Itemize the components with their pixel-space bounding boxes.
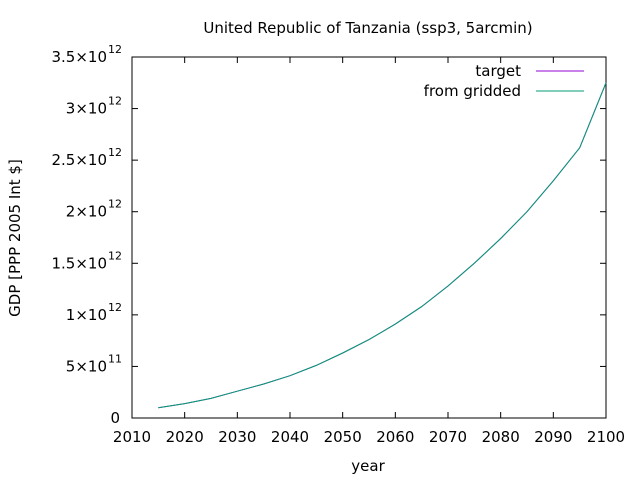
- legend-label-0: target: [475, 62, 521, 80]
- y-axis-label: GDP [PPP 2005 Int $]: [6, 159, 24, 317]
- x-tick-label: 2090: [534, 428, 572, 446]
- y-tick-exponent: 12: [108, 146, 122, 159]
- series-line-1: [158, 82, 607, 409]
- x-tick-label: 2050: [324, 428, 362, 446]
- plot-frame: [131, 56, 607, 419]
- axes: [131, 56, 607, 419]
- x-tick-label: 2040: [271, 428, 309, 446]
- legend-label-1: from gridded: [424, 82, 521, 100]
- x-tick-label: 2030: [218, 428, 256, 446]
- chart-title: United Republic of Tanzania (ssp3, 5arcm…: [203, 19, 532, 37]
- y-tick-exponent: 12: [108, 43, 122, 56]
- y-tick-exponent: 12: [108, 95, 122, 108]
- ticks: 2010 2020 2030 2040 2050 2060 2070 2080 2090 2100…: [51, 43, 625, 446]
- y-tick-exponent: 12: [108, 249, 122, 262]
- y-tick-label: 5×10: [66, 357, 107, 375]
- y-tick-label: 2×10: [66, 203, 107, 221]
- x-tick-label: 2080: [482, 428, 520, 446]
- x-tick-label: 2020: [166, 428, 204, 446]
- x-axis-label: year: [351, 457, 385, 475]
- y-tick-exponent: 11: [108, 352, 122, 365]
- x-tick-label: 2100: [587, 428, 625, 446]
- x-tick-label: 2060: [376, 428, 414, 446]
- y-tick-label: 1.5×10: [51, 254, 107, 272]
- x-tick-label: 2070: [429, 428, 467, 446]
- y-tick-label: 3.5×10: [51, 48, 107, 66]
- series-line-0: [158, 82, 607, 409]
- x-tick-label: 2010: [113, 428, 151, 446]
- y-tick-exponent: 12: [108, 198, 122, 211]
- y-tick-exponent: 12: [108, 301, 122, 314]
- y-tick-label: 2.5×10: [51, 151, 107, 169]
- y-tick-label: 1×10: [66, 306, 107, 324]
- y-tick-label: 0: [110, 409, 120, 427]
- series-lines: [158, 82, 607, 409]
- y-tick-label: 3×10: [66, 100, 107, 118]
- legend: target from gridded: [424, 62, 584, 100]
